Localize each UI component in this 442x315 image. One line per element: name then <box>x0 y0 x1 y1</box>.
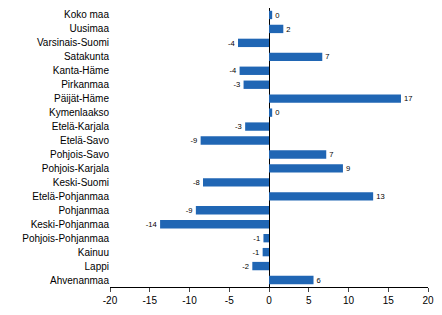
svg-text:Pohjois-Pohjanmaa: Pohjois-Pohjanmaa <box>22 233 109 244</box>
svg-text:Lappi: Lappi <box>85 261 109 272</box>
svg-text:Koko maa: Koko maa <box>64 9 109 20</box>
svg-text:-2: -2 <box>242 262 249 271</box>
svg-text:Etelä-Pohjanmaa: Etelä-Pohjanmaa <box>32 191 109 202</box>
svg-text:-8: -8 <box>193 178 200 187</box>
svg-text:Etelä-Savo: Etelä-Savo <box>60 135 109 146</box>
svg-text:-3: -3 <box>233 80 240 89</box>
svg-text:Kainuu: Kainuu <box>78 247 109 258</box>
svg-text:-4: -4 <box>229 66 236 75</box>
svg-text:13: 13 <box>376 192 384 201</box>
svg-text:20: 20 <box>422 295 434 306</box>
svg-text:Keski-Pohjanmaa: Keski-Pohjanmaa <box>31 219 110 230</box>
svg-text:-10: -10 <box>182 295 197 306</box>
svg-text:-3: -3 <box>235 122 242 131</box>
svg-text:-9: -9 <box>191 136 198 145</box>
svg-text:Kymenlaakso: Kymenlaakso <box>49 107 109 118</box>
svg-text:0: 0 <box>266 295 272 306</box>
svg-text:Päijät-Häme: Päijät-Häme <box>54 93 109 104</box>
svg-text:0: 0 <box>275 108 279 117</box>
svg-text:-20: -20 <box>103 295 118 306</box>
svg-text:17: 17 <box>404 94 412 103</box>
svg-text:Keski-Suomi: Keski-Suomi <box>53 177 109 188</box>
svg-text:Kanta-Häme: Kanta-Häme <box>53 65 110 76</box>
svg-text:Pohjanmaa: Pohjanmaa <box>58 205 109 216</box>
svg-text:-4: -4 <box>228 39 235 48</box>
svg-text:2: 2 <box>286 25 290 34</box>
svg-text:10: 10 <box>343 295 355 306</box>
svg-text:0: 0 <box>275 11 279 20</box>
svg-text:7: 7 <box>325 52 329 61</box>
svg-text:Pohjois-Savo: Pohjois-Savo <box>50 149 109 160</box>
svg-text:-5: -5 <box>225 295 234 306</box>
svg-text:Ahvenanmaa: Ahvenanmaa <box>50 275 109 286</box>
svg-text:-9: -9 <box>186 206 193 215</box>
svg-text:-1: -1 <box>253 234 260 243</box>
svg-text:Pohjois-Karjala: Pohjois-Karjala <box>42 163 110 174</box>
svg-text:Varsinais-Suomi: Varsinais-Suomi <box>37 37 109 48</box>
svg-text:Pirkanmaa: Pirkanmaa <box>61 79 109 90</box>
svg-text:6: 6 <box>317 276 321 285</box>
svg-text:-1: -1 <box>253 248 260 257</box>
svg-text:9: 9 <box>346 164 350 173</box>
svg-text:Etelä-Karjala: Etelä-Karjala <box>52 121 110 132</box>
svg-text:-14: -14 <box>146 220 157 229</box>
svg-text:Satakunta: Satakunta <box>64 51 109 62</box>
svg-text:-15: -15 <box>143 295 158 306</box>
svg-text:5: 5 <box>306 295 312 306</box>
svg-text:15: 15 <box>383 295 395 306</box>
svg-text:Uusimaa: Uusimaa <box>70 23 110 34</box>
svg-text:7: 7 <box>329 150 333 159</box>
